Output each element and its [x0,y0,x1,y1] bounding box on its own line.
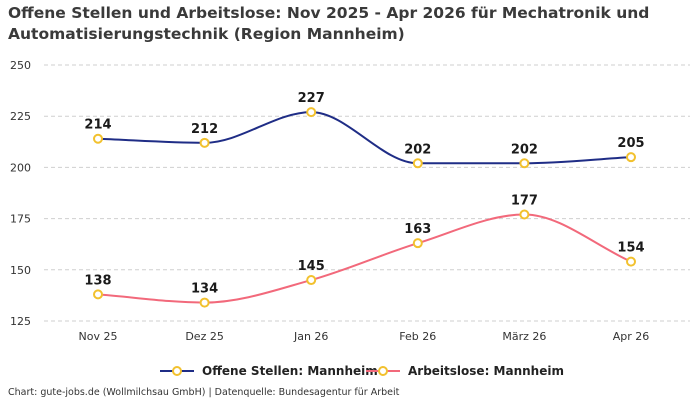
legend-label: Offene Stellen: Mannheim [202,364,378,378]
data-label: 202 [511,142,538,157]
data-point [626,256,636,267]
x-tick-label: Nov 25 [79,330,118,343]
data-point [93,289,103,300]
data-point [199,297,210,308]
legend-item: Offene Stellen: Mannheim [160,364,378,378]
series-line [97,111,632,165]
data-point [306,107,317,118]
legend-marker [378,366,388,376]
data-label: 134 [191,282,218,297]
data-label: 212 [191,122,218,137]
x-tick-label: Dez 25 [185,330,224,343]
data-point [412,158,423,169]
data-label: 214 [84,118,111,133]
data-point [199,137,210,148]
data-point [93,133,103,144]
series-line [97,213,632,304]
data-label: 202 [404,142,431,157]
y-tick-label: 125 [10,315,31,328]
y-tick-label: 225 [10,110,31,123]
data-label: 138 [84,273,111,288]
data-point [626,152,636,163]
y-tick-label: 200 [10,161,31,174]
data-point [519,209,530,220]
data-label: 227 [298,91,325,106]
chart-title: Offene Stellen und Arbeitslose: Nov 2025… [8,4,650,43]
data-label: 145 [298,259,325,274]
x-tick-label: März 26 [502,330,546,343]
legend-item: Arbeitslose: Mannheim [366,364,564,378]
x-tick-label: Jan 26 [293,330,328,343]
x-tick-label: Feb 26 [399,330,436,343]
data-label: 154 [617,241,644,256]
data-point [306,275,317,286]
legend-label: Arbeitslose: Mannheim [408,364,564,378]
x-tick-label: Apr 26 [613,330,650,343]
y-tick-label: 175 [10,213,31,226]
data-point [412,238,423,249]
y-tick-label: 150 [10,264,31,277]
data-label: 205 [617,136,644,151]
data-label: 177 [511,194,538,209]
data-point [519,158,530,169]
y-tick-label: 250 [10,59,31,72]
data-label: 163 [404,222,431,237]
legend-marker [172,366,182,376]
source-note: Chart: gute-jobs.de (Wollmilchsau GmbH) … [8,387,400,398]
